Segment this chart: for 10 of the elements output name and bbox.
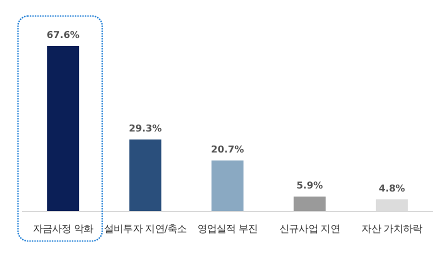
data-label: 5.9% xyxy=(296,180,324,192)
x-tick-label: 자금사정 악화 xyxy=(32,224,94,235)
x-tick-label: 자산 가치하락 xyxy=(362,224,422,235)
data-label: 67.6% xyxy=(46,30,80,41)
data-label: 29.3% xyxy=(128,123,162,134)
x-tick-label: 설비투자 지연/축소 xyxy=(104,224,187,235)
x-tick-label: 영업실적 부진 xyxy=(197,224,258,235)
data-label: 20.7% xyxy=(211,144,244,156)
x-tick-label: 신규사업 지연 xyxy=(280,224,340,235)
data-label: 4.8% xyxy=(378,183,406,194)
